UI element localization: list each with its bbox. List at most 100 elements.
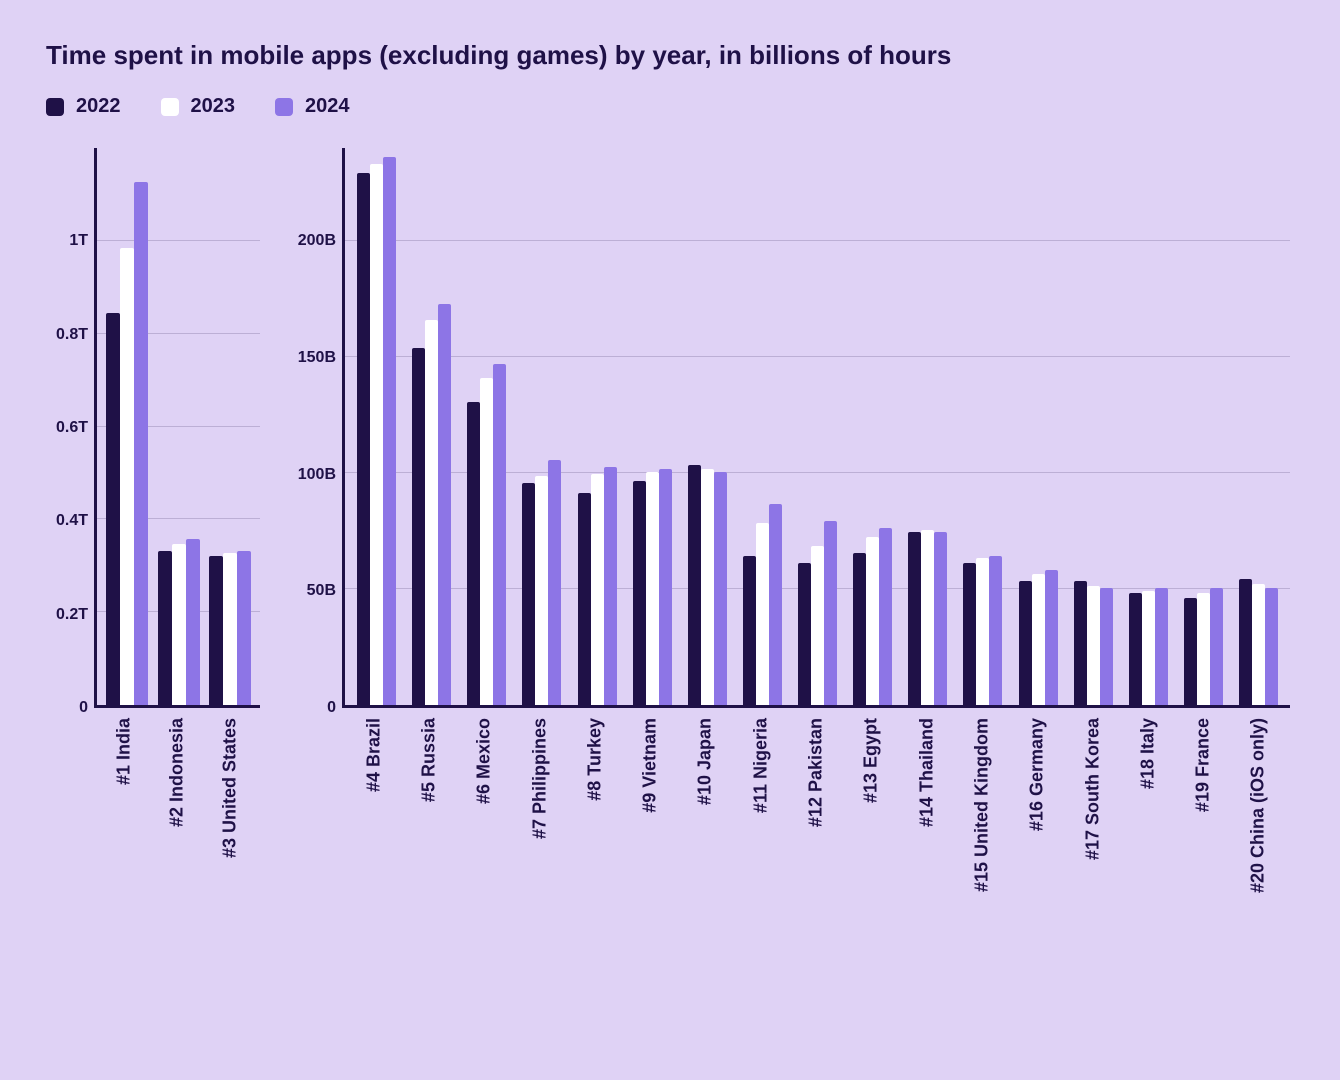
x-label-slot: #14 Thailand: [899, 718, 954, 978]
bar: [604, 467, 617, 705]
bar: [963, 563, 976, 705]
bar: [1155, 588, 1168, 705]
bar: [237, 551, 251, 705]
x-label-slot: #18 Italy: [1120, 718, 1175, 978]
bar: [811, 546, 824, 705]
x-tick-label: #11 Nigeria: [750, 718, 771, 813]
legend-item: 2023: [161, 95, 236, 118]
bar: [467, 402, 480, 705]
x-tick-label: #14 Thailand: [916, 718, 937, 827]
bar: [989, 556, 1002, 705]
legend-swatch: [275, 98, 293, 116]
y-tick-label: 0: [327, 699, 336, 717]
x-tick-label: #5 Russia: [418, 718, 439, 802]
x-tick-label: #10 Japan: [695, 718, 716, 805]
bar: [591, 474, 604, 705]
bar: [1074, 581, 1087, 705]
legend-item: 2022: [46, 95, 121, 118]
x-tick-label: #4 Brazil: [363, 718, 384, 792]
y-tick-label: 0.4T: [56, 512, 88, 530]
x-label-slot: #11 Nigeria: [733, 718, 788, 978]
x-label-slot: #16 Germany: [1010, 718, 1065, 978]
bar: [659, 469, 672, 705]
x-tick-label: #3 United States: [219, 718, 240, 858]
bar: [535, 476, 548, 705]
x-label-slot: #15 United Kingdom: [954, 718, 1009, 978]
bar: [798, 563, 811, 705]
y-tick-label: 150B: [298, 349, 336, 367]
bar: [425, 320, 438, 705]
legend-label: 2022: [76, 95, 121, 118]
bar: [976, 558, 989, 705]
bar: [578, 493, 591, 705]
bar: [1197, 593, 1210, 705]
x-axis-right: #4 Brazil #5 Russia #6 Mexico #7 Philippine…: [342, 708, 1290, 978]
y-tick-label: 0.6T: [56, 419, 88, 437]
bar: [879, 528, 892, 705]
bar: [158, 551, 172, 705]
x-label-slot: #7 Philippines: [512, 718, 567, 978]
bar: [1265, 588, 1278, 705]
bar: [106, 313, 120, 705]
bar: [853, 553, 866, 705]
x-tick-label: #16 Germany: [1027, 718, 1048, 831]
bar-group: [845, 148, 900, 705]
bar: [438, 304, 451, 705]
x-label-slot: #10 Japan: [678, 718, 733, 978]
x-tick-label: #15 United Kingdom: [971, 718, 992, 892]
bar: [1019, 581, 1032, 705]
y-tick-label: 1T: [69, 232, 88, 250]
bar: [383, 157, 396, 705]
bar-group: [955, 148, 1010, 705]
bar: [412, 348, 425, 705]
bar: [743, 556, 756, 705]
legend: 202220232024: [46, 95, 1290, 118]
x-label-slot: #20 China (iOS only): [1231, 718, 1286, 978]
bar-group: [1121, 148, 1176, 705]
bar: [548, 460, 561, 705]
bar: [480, 378, 493, 705]
bar: [866, 537, 879, 705]
y-tick-label: 100B: [298, 466, 336, 484]
x-label-slot: #12 Pakistan: [788, 718, 843, 978]
bar: [223, 553, 237, 705]
bar-group: [1066, 148, 1121, 705]
y-tick-label: 50B: [307, 582, 336, 600]
bar: [134, 182, 148, 705]
bar: [120, 248, 134, 705]
x-tick-label: #12 Pakistan: [806, 718, 827, 827]
y-tick-label: 0: [79, 699, 88, 717]
x-tick-label: #7 Philippines: [529, 718, 550, 839]
x-axis-left: #1 India#2 Indonesia#3 United States: [94, 708, 260, 978]
x-tick-label: #20 China (iOS only): [1248, 718, 1269, 893]
x-label-slot: #19 France: [1175, 718, 1230, 978]
y-tick-label: 200B: [298, 232, 336, 250]
bar-group: [459, 148, 514, 705]
bar-group: [204, 148, 256, 705]
panel-right: 0 50B 100B 150B 200B #4 Brazil #5 Russia #6 Me…: [288, 148, 1290, 998]
bar: [769, 504, 782, 705]
bar: [209, 556, 223, 705]
chart-title: Time spent in mobile apps (excluding gam…: [46, 40, 1290, 71]
x-tick-label: #13 Egypt: [861, 718, 882, 803]
x-label-slot: #3 United States: [203, 718, 256, 978]
x-label-slot: #9 Vietnam: [622, 718, 677, 978]
bar: [1252, 584, 1265, 705]
plot-area-right: [342, 148, 1290, 708]
bar: [756, 523, 769, 705]
chart-panels: 00.2T0.4T0.6T0.8T1T #1 India#2 Indonesia…: [40, 148, 1290, 998]
x-label-slot: #8 Turkey: [567, 718, 622, 978]
x-label-slot: #17 South Korea: [1065, 718, 1120, 978]
bar: [357, 173, 370, 705]
bar: [1210, 588, 1223, 705]
bar: [1142, 591, 1155, 705]
bar-group: [790, 148, 845, 705]
x-tick-label: #9 Vietnam: [640, 718, 661, 813]
x-tick-label: #6 Mexico: [474, 718, 495, 804]
x-tick-label: #8 Turkey: [584, 718, 605, 801]
x-label-slot: #4 Brazil: [346, 718, 401, 978]
x-label-slot: #5 Russia: [401, 718, 456, 978]
x-tick-label: #2 Indonesia: [167, 718, 188, 827]
bar: [633, 481, 646, 705]
bar: [1032, 574, 1045, 705]
